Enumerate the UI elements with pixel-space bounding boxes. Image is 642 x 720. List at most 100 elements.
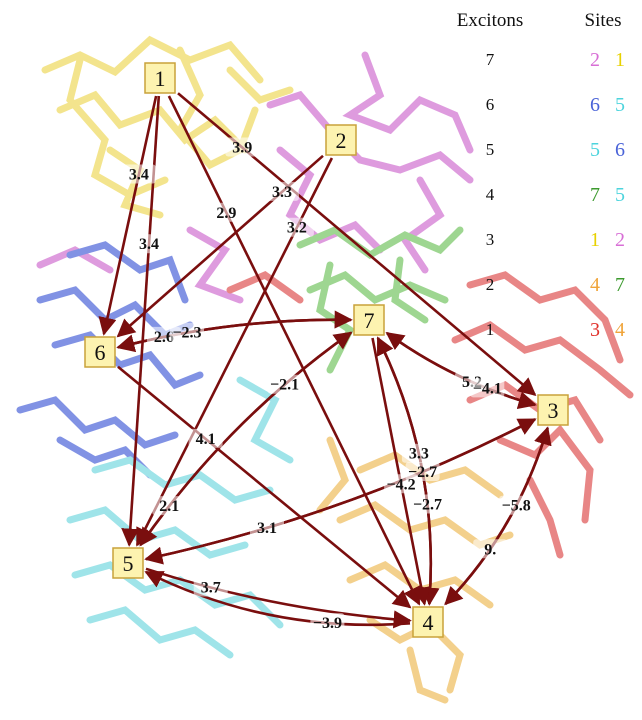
legend-exciton-number: 3 <box>486 230 495 249</box>
arrow-1-to-6 <box>98 95 158 336</box>
rate-label-bg <box>279 217 314 237</box>
rate-label-bg <box>250 517 284 537</box>
legend-site-number: 5 <box>615 94 625 116</box>
rate-label-bg <box>209 202 244 222</box>
node-box <box>84 336 116 368</box>
site-7-molecule <box>296 226 464 374</box>
legend-site-number: 2 <box>615 229 625 251</box>
arrow-4-to-5 <box>144 570 411 627</box>
legend-site-number: 5 <box>615 184 625 206</box>
exciton-node-5: 5 <box>112 547 144 579</box>
rate-label-bg <box>499 495 534 515</box>
rate-label-bg <box>310 613 345 633</box>
rate-label-7-to-4: 3.3 <box>409 446 429 463</box>
rate-label-5-to-7: −2.1 <box>270 377 299 394</box>
legend-exciton-number: 2 <box>486 275 495 294</box>
legend-exciton-number: 7 <box>486 50 495 69</box>
rate-label-bg <box>132 234 166 254</box>
legend-site-number: 4 <box>590 274 600 296</box>
arrow-1-to-3 <box>177 92 537 396</box>
legend-sites-header: Sites <box>585 10 622 31</box>
node-box <box>325 124 357 156</box>
exciton-node-2: 2 <box>325 124 357 156</box>
node-label: 1 <box>155 66 166 91</box>
legend-exciton-number: 5 <box>486 140 495 159</box>
node-label: 2 <box>336 128 347 153</box>
rate-label-bg <box>152 496 187 516</box>
node-box <box>537 394 569 426</box>
rate-label-bg <box>188 428 223 448</box>
legend-site-number: 3 <box>590 319 600 341</box>
rate-label-1-to-5: 3.4 <box>139 236 159 253</box>
legend-rows: 7 2 16 6 55 5 64 7 53 1 22 4 71 3 4 <box>486 49 625 341</box>
arrow-7-to-6 <box>116 318 352 353</box>
arrow-7-to-4 <box>371 337 431 606</box>
rate-label-2-to-6: 3.3 <box>272 184 292 201</box>
rate-label-bg <box>265 181 299 201</box>
legend-exciton-number: 6 <box>486 95 495 114</box>
arrow-6-to-4 <box>117 365 412 609</box>
node-label: 6 <box>95 340 106 365</box>
exciton-node-6: 6 <box>84 336 116 368</box>
arrow-5-to-4 <box>145 567 412 629</box>
rate-label-7-to-5: 2.1 <box>159 498 179 515</box>
arrow-2-to-6 <box>116 154 324 338</box>
arrow-3-to-5 <box>144 418 536 565</box>
rate-label-bg <box>170 322 204 342</box>
rate-label-7-to-3: −4.1 <box>473 380 502 397</box>
rate-label-5-to-3: 3.1 <box>257 520 277 537</box>
legend-site-number: 7 <box>615 274 625 296</box>
legend-site-number: 1 <box>590 229 600 251</box>
legend-exciton-number: 4 <box>486 185 495 204</box>
exciton-node-1: 1 <box>144 62 176 94</box>
node-box <box>412 606 444 638</box>
rate-label-bg <box>193 577 228 597</box>
exciton-node-3: 3 <box>537 394 569 426</box>
exciton-nodes: 1 2 3 4 5 6 7 <box>84 62 569 638</box>
legend-site-number: 6 <box>615 139 625 161</box>
arrow-2-to-5 <box>135 157 334 547</box>
rate-label-bg <box>470 378 505 398</box>
rate-label-4-to-5: −3.9 <box>313 615 342 632</box>
legend-exciton-number: 1 <box>486 320 495 339</box>
rate-label-bg <box>121 164 156 184</box>
rate-label-1-to-3: 3.9 <box>232 140 252 157</box>
node-label: 7 <box>364 308 375 333</box>
legend-site-number: 4 <box>615 319 625 341</box>
legend-site-number: 5 <box>590 139 600 161</box>
site-3-molecule <box>226 271 634 559</box>
rate-label-4-to-7: −2.7 <box>413 497 442 514</box>
molecular-background <box>16 35 634 704</box>
exciton-node-4: 4 <box>412 606 444 638</box>
rate-label-bg <box>225 137 260 157</box>
rate-label-7-to-4: −4.2 <box>387 476 416 493</box>
arrow-1-to-5 <box>121 95 161 547</box>
legend-excitons-header: Excitons <box>457 10 524 31</box>
rate-label-3-to-4: −5.8 <box>502 498 531 515</box>
legend-site-number: 1 <box>615 49 625 71</box>
rate-labels: 3.43.43.92.93.33.22.6−2.34.15.2−4.1−2.12… <box>121 137 534 633</box>
legend-site-number: 2 <box>590 49 600 71</box>
rate-label-4-to-3: 9. <box>484 541 496 558</box>
rate-label-bg <box>473 539 508 559</box>
rate-label-7-to-6: −2.3 <box>172 325 201 342</box>
rate-label-2-to-5: 3.2 <box>287 220 307 237</box>
legend: Excitons Sites 7 2 16 6 55 5 64 7 53 1 22 4 71 3 4 <box>457 10 625 341</box>
rate-label-bg <box>410 494 445 514</box>
rate-label-6-to-4: 4.1 <box>196 431 216 448</box>
rate-label-1-to-4: 2.9 <box>216 205 236 222</box>
rate-label-1-to-6: 3.4 <box>129 167 149 184</box>
exciton-node-7: 7 <box>353 304 385 336</box>
node-box <box>144 62 176 94</box>
node-label: 5 <box>123 551 134 576</box>
rate-label-bg <box>267 374 302 394</box>
